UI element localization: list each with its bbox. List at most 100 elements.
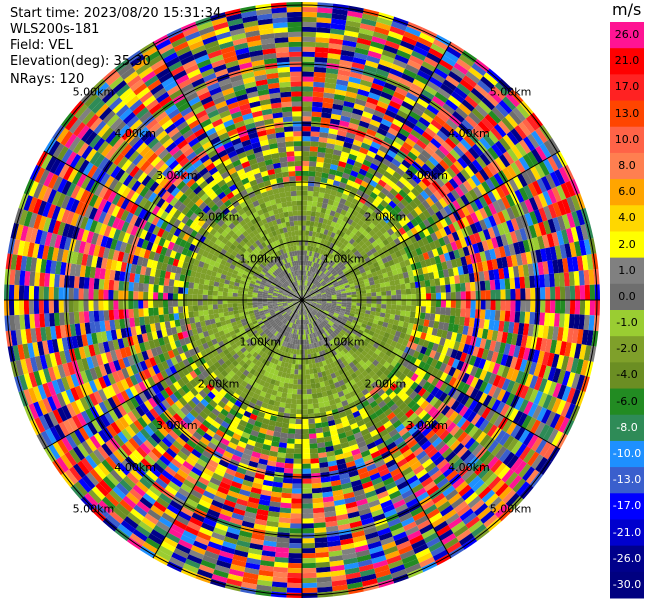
velocity-gate bbox=[335, 307, 341, 311]
velocity-gate bbox=[262, 291, 268, 295]
velocity-gate bbox=[337, 346, 343, 353]
velocity-gate bbox=[281, 492, 292, 499]
velocity-gate bbox=[309, 373, 315, 380]
velocity-gate bbox=[108, 289, 114, 300]
velocity-gate bbox=[465, 282, 471, 292]
velocity-gate bbox=[291, 261, 295, 267]
velocity-gate bbox=[291, 235, 296, 242]
velocity-gate bbox=[269, 242, 275, 249]
velocity-gate bbox=[293, 318, 296, 324]
velocity-gate bbox=[336, 291, 342, 295]
velocity-gate bbox=[394, 279, 401, 286]
velocity-gate bbox=[302, 423, 309, 430]
velocity-gate bbox=[289, 305, 295, 310]
velocity-gate bbox=[339, 249, 346, 256]
velocity-gate bbox=[320, 291, 326, 294]
velocity-gate bbox=[292, 297, 298, 299]
velocity-gate bbox=[335, 266, 341, 272]
velocity-gate bbox=[317, 447, 327, 454]
velocity-gate bbox=[248, 307, 254, 312]
velocity-gate bbox=[286, 443, 295, 449]
velocity-gate bbox=[292, 473, 302, 479]
velocity-gate bbox=[277, 296, 283, 298]
velocity-gate bbox=[340, 320, 347, 325]
velocity-gate bbox=[265, 271, 272, 277]
velocity-gate bbox=[337, 279, 343, 284]
velocity-gate bbox=[250, 280, 256, 285]
velocity-gate bbox=[244, 250, 251, 257]
velocity-gate bbox=[311, 482, 322, 489]
velocity-gate bbox=[302, 409, 308, 415]
velocity-gate bbox=[212, 304, 219, 310]
velocity-gate bbox=[365, 289, 372, 294]
velocity-gate bbox=[295, 423, 302, 430]
velocity-gate bbox=[313, 321, 317, 327]
velocity-gate bbox=[177, 293, 183, 300]
velocity-gate bbox=[173, 286, 179, 294]
velocity-gate bbox=[306, 300, 312, 303]
velocity-gate bbox=[253, 287, 259, 291]
velocity-gate bbox=[148, 307, 154, 317]
velocity-gate bbox=[286, 393, 293, 399]
velocity-gate bbox=[297, 309, 300, 315]
velocity-gate bbox=[314, 274, 319, 280]
velocity-gate bbox=[299, 245, 302, 251]
velocity-gate bbox=[263, 275, 269, 281]
velocity-gate bbox=[304, 309, 306, 315]
velocity-gate bbox=[396, 300, 402, 306]
velocity-gate bbox=[309, 318, 313, 324]
velocity-gate bbox=[322, 282, 327, 287]
velocity-gate bbox=[302, 111, 312, 117]
velocity-gate bbox=[475, 290, 481, 300]
velocity-gate bbox=[294, 364, 299, 370]
velocity-gate bbox=[227, 300, 233, 304]
velocity-gate bbox=[284, 269, 289, 275]
velocity-gate bbox=[260, 270, 266, 276]
velocity-gate bbox=[430, 285, 436, 294]
velocity-gate bbox=[309, 246, 314, 252]
velocity-gate bbox=[247, 332, 254, 338]
velocity-gate bbox=[249, 244, 256, 251]
velocity-gate bbox=[250, 250, 257, 257]
velocity-gate bbox=[268, 268, 274, 274]
velocity-gate bbox=[338, 314, 344, 319]
velocity-gate bbox=[302, 151, 310, 157]
velocity-gate bbox=[307, 353, 312, 360]
velocity-gate bbox=[358, 256, 365, 263]
velocity-gate bbox=[292, 126, 302, 132]
velocity-gate bbox=[310, 378, 316, 384]
velocity-gate bbox=[311, 300, 317, 302]
velocity-gate bbox=[299, 290, 302, 296]
velocity-gate bbox=[381, 300, 387, 305]
velocity-gate bbox=[341, 300, 347, 303]
velocity-gate bbox=[306, 210, 312, 217]
velocity-gate bbox=[299, 285, 301, 291]
velocity-gate bbox=[419, 312, 426, 320]
velocity-gate bbox=[288, 304, 294, 307]
velocity-gate bbox=[331, 331, 338, 337]
velocity-gate bbox=[327, 329, 332, 335]
velocity-gate bbox=[285, 262, 290, 269]
velocity-gate bbox=[296, 399, 302, 405]
velocity-gate bbox=[227, 296, 233, 300]
velocity-gate bbox=[345, 345, 352, 352]
velocity-gate bbox=[342, 327, 348, 333]
velocity-gate bbox=[343, 282, 350, 287]
velocity-gate bbox=[333, 312, 340, 317]
velocity-gate bbox=[281, 284, 287, 289]
velocity-gate bbox=[411, 300, 417, 306]
velocity-gate bbox=[308, 271, 312, 277]
velocity-gate bbox=[309, 289, 314, 294]
velocity-gate bbox=[255, 245, 262, 253]
velocity-gate bbox=[306, 297, 312, 299]
velocity-gate bbox=[425, 286, 431, 294]
velocity-gate bbox=[404, 316, 410, 323]
velocity-gate bbox=[395, 284, 401, 291]
velocity-gate bbox=[344, 254, 350, 261]
velocity-gate bbox=[278, 289, 284, 293]
velocity-gate bbox=[292, 297, 298, 300]
velocity-gate bbox=[298, 290, 301, 296]
velocity-gate bbox=[316, 258, 321, 264]
velocity-gate bbox=[284, 314, 289, 319]
velocity-gate bbox=[325, 358, 331, 365]
